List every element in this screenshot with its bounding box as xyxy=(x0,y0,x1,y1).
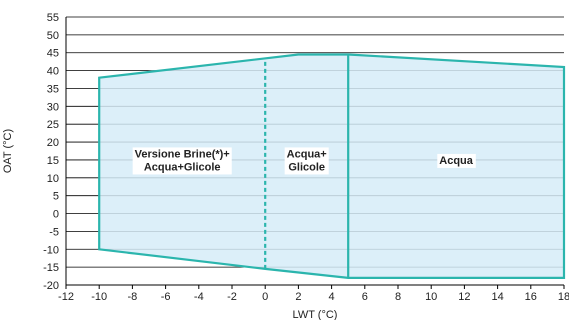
x-tick-label-4: -4 xyxy=(194,291,204,303)
y-tick-label-3: -5 xyxy=(49,226,59,238)
region-label-line-2-0: Acqua xyxy=(439,155,474,167)
y-tick-label-14: 50 xyxy=(47,30,59,42)
x-tick-label-2: -8 xyxy=(128,291,138,303)
y-tick-label-11: 35 xyxy=(47,83,59,95)
y-tick-label-2: -10 xyxy=(43,244,59,256)
x-axis-tick-labels: -12 -10 -8 -6 -4 -2 0 2 4 6 8 10 12 14 16 18 xyxy=(58,285,569,303)
region-label-bg-1 xyxy=(284,147,329,175)
y-axis-tick-labels: -20 -15 -10 -5 0 5 10 15 20 25 30 35 40 45 50 55 xyxy=(43,12,59,292)
region-label-bg-0 xyxy=(132,147,232,175)
region-label-line-1-1: Glicole xyxy=(288,161,325,173)
x-tick-label-3: -6 xyxy=(161,291,171,303)
x-tick-label-14: 16 xyxy=(525,291,537,303)
x-tick-label-12: 12 xyxy=(458,291,470,303)
y-tick-label-1: -15 xyxy=(43,262,59,274)
y-tick-label-9: 25 xyxy=(47,119,59,131)
region-dividers xyxy=(264,54,350,278)
x-tick-label-9: 6 xyxy=(362,291,368,303)
y-axis-title: OAT (°C) xyxy=(2,129,14,173)
x-tick-label-8: 4 xyxy=(329,291,335,303)
region-label-1: Acqua+Glicole xyxy=(284,147,329,175)
x-tick-label-6: 0 xyxy=(262,291,268,303)
region-label-0: Versione Brine(*)+Acqua+Glicole xyxy=(132,147,232,175)
x-tick-label-0: -12 xyxy=(58,291,74,303)
y-tick-label-5: 5 xyxy=(53,191,59,203)
y-tick-label-6: 10 xyxy=(47,173,59,185)
region-label-2: Acqua xyxy=(437,153,476,168)
x-tick-label-11: 10 xyxy=(425,291,437,303)
y-tick-label-0: -20 xyxy=(43,280,59,292)
x-tick-label-7: 2 xyxy=(295,291,301,303)
y-tick-label-7: 15 xyxy=(47,155,59,167)
region-label-bg-2 xyxy=(437,153,476,168)
x-axis-title: LWT (°C) xyxy=(293,309,338,320)
y-tick-label-10: 30 xyxy=(47,101,59,113)
x-tick-label-13: 14 xyxy=(491,291,503,303)
y-tick-label-12: 40 xyxy=(47,66,59,78)
x-tick-label-15: 18 xyxy=(558,291,569,303)
operating-envelope-area xyxy=(98,53,566,279)
y-tick-label-8: 20 xyxy=(47,137,59,149)
x-tick-label-1: -10 xyxy=(91,291,107,303)
region-labels: Versione Brine(*)+Acqua+GlicoleAcqua+Gli… xyxy=(132,147,476,175)
x-tick-label-5: -2 xyxy=(227,291,237,303)
y-tick-label-15: 55 xyxy=(47,12,59,24)
region-label-line-0-1: Acqua+Glicole xyxy=(144,161,221,173)
region-label-line-1-0: Acqua+ xyxy=(287,148,327,160)
y-tick-label-4: 0 xyxy=(53,209,59,221)
x-tick-label-10: 8 xyxy=(395,291,401,303)
region-label-line-0-0: Versione Brine(*)+ xyxy=(135,148,230,160)
y-tick-label-13: 45 xyxy=(47,48,59,60)
